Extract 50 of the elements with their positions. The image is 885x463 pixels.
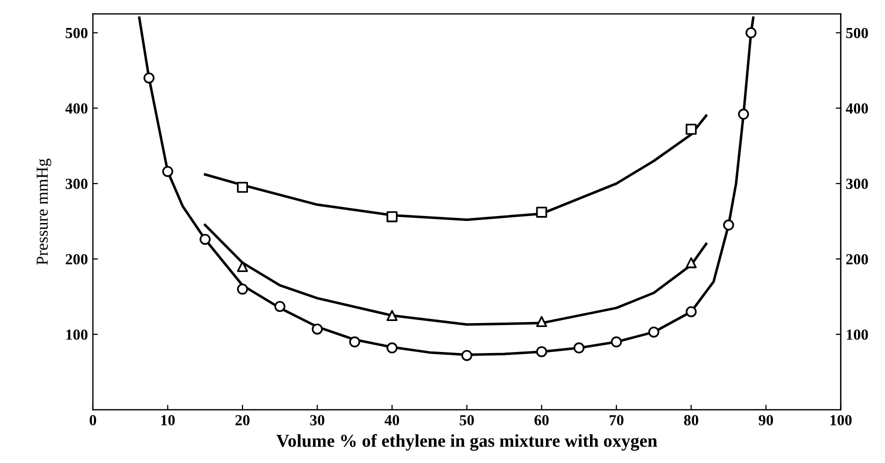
point [723,220,734,231]
x-tick-label: 20 [235,415,250,426]
y-axis-title: Pressure mmHg [36,158,52,265]
x-tick-label: 90 [758,415,774,426]
point [461,350,472,361]
point [686,124,697,135]
y-tick-label: 500 [66,28,88,38]
point [536,206,548,218]
point [386,211,398,222]
point [236,260,248,272]
x-tick-label: 0 [90,415,96,426]
x-tick-label: 50 [460,415,474,426]
point [610,336,622,348]
point [574,342,585,354]
point [686,306,697,318]
point [746,27,757,38]
point [144,72,155,84]
point [236,182,248,193]
point [349,336,360,348]
point [386,342,398,354]
point [738,108,750,120]
x-tick-label: 80 [684,415,698,426]
point [536,316,548,328]
x-tick-label: 60 [534,415,549,426]
x-tick-label: 70 [610,415,624,426]
y-tick-label: 200 [66,254,88,264]
y2-tick-label: 100 [846,329,868,340]
point [536,346,548,358]
x-tick-label: 100 [830,415,852,426]
x-tick-label: 40 [384,415,400,426]
point [200,234,211,245]
x-axis-title: Volume % of ethylene in gas mixture with oxygen [276,434,658,451]
y-tick-label: 100 [66,329,88,340]
y-tick-label: 400 [65,103,88,114]
y2-tick-label: 300 [846,178,868,189]
point [236,284,248,295]
point [274,300,286,312]
y-tick-label: 300 [66,178,88,189]
x-tick-label: 10 [161,415,175,426]
y2-tick-label: 200 [846,254,868,264]
x-tick-label: 30 [310,415,324,426]
line-series [204,114,708,221]
line-series [204,224,708,326]
y2-tick-label: 400 [846,103,868,114]
point [312,324,323,335]
point [386,310,398,321]
point [162,166,174,177]
point [686,257,697,268]
point [648,326,660,338]
y2-tick-label: 500 [846,28,868,38]
